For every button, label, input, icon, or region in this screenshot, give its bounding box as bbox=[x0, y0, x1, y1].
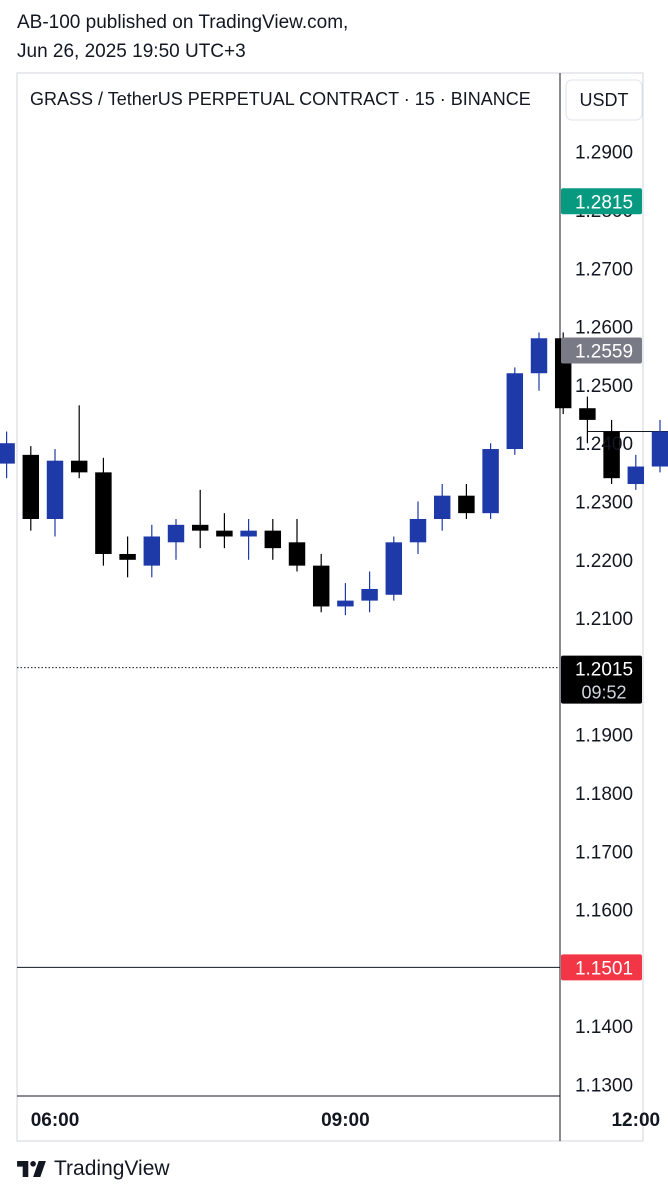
candle-body bbox=[458, 495, 475, 514]
candle-body bbox=[191, 524, 209, 531]
publish-date: Jun 26, 2025 19:50 UTC+3 bbox=[17, 41, 246, 62]
x-tick-label: 12:00 bbox=[611, 1110, 660, 1131]
candle-body bbox=[385, 542, 403, 595]
candle-body bbox=[119, 553, 136, 560]
x-tick-label: 06:00 bbox=[31, 1110, 80, 1131]
candle-body bbox=[651, 431, 668, 467]
candle-body bbox=[22, 454, 40, 519]
candle-body bbox=[603, 431, 620, 479]
candle-body bbox=[167, 524, 185, 543]
candle-body bbox=[409, 518, 427, 543]
drawn-lines bbox=[17, 431, 668, 968]
candle-body bbox=[95, 472, 112, 554]
candle-body bbox=[288, 542, 306, 566]
tradingview-logo-icon bbox=[17, 1161, 46, 1177]
candle-body bbox=[433, 495, 451, 519]
tradingview-brand-text: TradingView bbox=[54, 1157, 170, 1180]
y-tick-label: 1.2200 bbox=[575, 551, 633, 572]
candle-body bbox=[530, 338, 548, 374]
candle-body bbox=[506, 373, 524, 450]
y-tick-label: 1.2500 bbox=[575, 376, 633, 397]
target-price-tag bbox=[561, 954, 642, 981]
x-tick-label: 09:00 bbox=[321, 1110, 370, 1131]
y-tick-label: 1.1900 bbox=[575, 726, 633, 747]
y-tick-label: 1.2600 bbox=[575, 318, 633, 339]
candles bbox=[0, 332, 668, 616]
candle-body bbox=[46, 460, 64, 519]
y-tick-label: 1.2900 bbox=[575, 143, 633, 164]
y-tick-label: 1.2400 bbox=[575, 434, 633, 455]
candle-body bbox=[70, 460, 88, 473]
candle-body bbox=[143, 536, 161, 566]
price-axis: 1.29001.28001.27001.26001.25001.24001.23… bbox=[575, 143, 633, 1097]
candle-body bbox=[627, 466, 645, 485]
y-tick-label: 1.1800 bbox=[575, 784, 633, 805]
candle-body bbox=[579, 408, 596, 420]
target-price-tag-label: 1.1501 bbox=[575, 958, 633, 979]
candle-body bbox=[0, 443, 15, 464]
y-tick-label: 1.1300 bbox=[575, 1076, 633, 1097]
currency-label: USDT bbox=[580, 90, 629, 110]
candle-body bbox=[312, 565, 330, 607]
last-price-tag bbox=[561, 655, 642, 704]
tradingview-brand[interactable]: TradingView bbox=[17, 1157, 170, 1181]
last-price-value: 1.2015 bbox=[575, 660, 633, 681]
entry-price-tag bbox=[561, 337, 642, 364]
chart-title: GRASS / TetherUS PERPETUAL CONTRACT · 15… bbox=[30, 89, 531, 109]
y-tick-label: 1.1400 bbox=[575, 1017, 633, 1038]
y-tick-label: 1.1600 bbox=[575, 901, 633, 922]
y-tick-label: 1.2700 bbox=[575, 259, 633, 280]
chart-frame bbox=[16, 72, 644, 1142]
stop-price-tag bbox=[561, 188, 642, 215]
y-tick-label: 1.2100 bbox=[575, 609, 633, 630]
candle-body bbox=[240, 530, 257, 537]
currency-button[interactable] bbox=[565, 79, 643, 121]
y-tick-label: 1.2300 bbox=[575, 493, 633, 514]
bar-countdown: 09:52 bbox=[581, 683, 626, 703]
candle-body bbox=[482, 449, 499, 514]
stop-price-tag-label: 1.2815 bbox=[575, 192, 633, 213]
candle-body bbox=[361, 588, 378, 601]
candle-body bbox=[264, 530, 282, 549]
entry-price-tag-label: 1.2559 bbox=[575, 342, 633, 363]
publisher-line: AB-100 published on TradingView.com, bbox=[17, 12, 349, 33]
candle-body bbox=[337, 600, 354, 607]
candle-body bbox=[216, 530, 233, 537]
y-tick-label: 1.1700 bbox=[575, 842, 633, 863]
